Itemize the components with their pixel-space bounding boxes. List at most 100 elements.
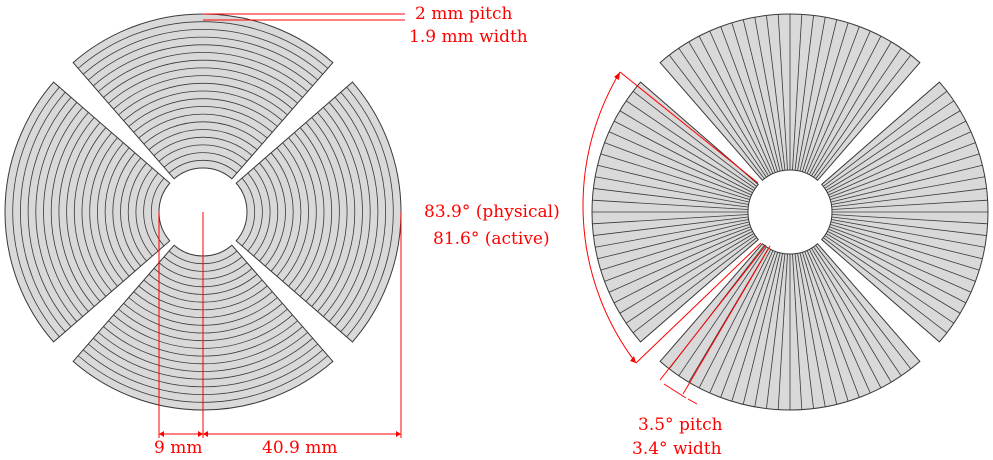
- radial-strip-boundary: [593, 216, 749, 236]
- radial-strip-boundary: [593, 188, 749, 208]
- arrowhead: [396, 431, 401, 437]
- radial-strip-boundary: [608, 131, 752, 196]
- ring-strip-boundary: [120, 157, 142, 267]
- radial-strip-boundary: [811, 41, 892, 177]
- radial-strip-boundary: [600, 153, 750, 201]
- width-label: 3.4° width: [632, 439, 722, 459]
- ring-strip-boundary: [123, 90, 283, 121]
- ring-strip-boundary: [12, 86, 60, 338]
- radial-strip-boundary: [831, 188, 987, 208]
- radial-strip-boundary: [595, 219, 749, 248]
- ring-strip-boundary: [328, 102, 371, 322]
- ring-strip-boundary: [98, 52, 308, 92]
- radial-strip-boundary: [592, 214, 749, 225]
- pitch-extension-line: [682, 245, 771, 395]
- ring-strip-boundary: [87, 36, 319, 81]
- radial-strip-boundary: [801, 22, 849, 172]
- radial-strip-boundary: [799, 19, 838, 172]
- ring-strip-boundary: [259, 162, 279, 262]
- ring-strip-boundary: [58, 117, 95, 307]
- ring-strip-boundary: [340, 91, 386, 333]
- radial-strip-boundary: [613, 120, 753, 194]
- ring-strip-boundary: [163, 152, 243, 168]
- radial-strip-boundary: [823, 90, 948, 187]
- radial-strip-boundary: [831, 214, 988, 225]
- active-angle-label: 81.6° (active): [433, 229, 550, 249]
- ring-strip-boundary: [50, 112, 89, 312]
- radial-strip-boundary: [825, 233, 961, 314]
- radial-strip-boundary: [720, 26, 776, 173]
- radial-strip-boundary: [831, 176, 985, 205]
- ring-sector: [72, 13, 334, 180]
- ring-strip-boundary: [128, 98, 278, 127]
- radial-strip-boundary: [600, 223, 750, 271]
- radial-strip-boundary: [827, 120, 967, 194]
- ring-strip-boundary: [282, 142, 309, 282]
- arrowhead: [159, 431, 164, 437]
- radial-strip-boundary: [597, 164, 750, 203]
- pitch-label: 2 mm pitch: [415, 4, 513, 24]
- ring-strip-boundary: [82, 29, 324, 75]
- radial-strip-boundary: [811, 247, 892, 383]
- radial-strip-boundary: [828, 131, 972, 196]
- ring-strip-boundary: [93, 44, 313, 87]
- pitch-label: 3.5° pitch: [638, 415, 723, 435]
- radial-strip-boundary: [698, 249, 772, 389]
- radial-strip-boundary: [777, 14, 788, 171]
- pitch-extension-line: [659, 244, 767, 381]
- radial-strip-boundary: [801, 252, 849, 402]
- radial-strip-boundary: [824, 100, 955, 189]
- ring-sector: [235, 81, 402, 343]
- ring-strip-boundary: [143, 121, 263, 145]
- radial-strip-boundary: [604, 226, 751, 282]
- radial-strip-boundary: [792, 253, 803, 410]
- radial-strip-boundary: [754, 17, 783, 171]
- radial-strip-boundary: [619, 110, 755, 191]
- radial-strip-boundary: [794, 15, 814, 171]
- radial-strip-boundary: [808, 35, 882, 175]
- ring-strip-boundary: [103, 59, 303, 98]
- ring-strip-boundary: [73, 127, 107, 297]
- ring-strip-boundary: [264, 157, 286, 267]
- arrowhead: [203, 431, 208, 437]
- pitch-dimension: [663, 383, 687, 399]
- ring-strip-boundary: [153, 136, 253, 156]
- arrowhead: [630, 356, 636, 363]
- ring-strip-boundary: [104, 147, 130, 277]
- radial-strip-boundary: [794, 253, 814, 409]
- radial-strip-boundary: [808, 249, 882, 389]
- ring-strip-boundary: [127, 162, 147, 262]
- ring-strip-boundary: [118, 82, 288, 116]
- ring-strip-boundary: [43, 107, 83, 317]
- radial-strip-boundary: [806, 250, 871, 394]
- radial-strip-boundary: [830, 221, 983, 260]
- radial-strip-boundary: [731, 252, 779, 402]
- radial-strip-boundary: [595, 176, 749, 205]
- radial-strip-boundary: [823, 237, 948, 334]
- radial-strip-boundary: [831, 219, 985, 248]
- radial-strip-boundary: [604, 142, 751, 198]
- radial-strip-boundary: [830, 223, 980, 271]
- radial-strip-boundary: [625, 235, 756, 324]
- radial-strip-boundary: [799, 252, 838, 405]
- radial-strip-boundary: [742, 252, 781, 405]
- ring-strip-boundary: [143, 172, 159, 252]
- radial-strip-boundary: [766, 253, 786, 409]
- ring-strip-boundary: [27, 96, 72, 328]
- ring-strip-boundary: [270, 152, 294, 272]
- ring-strip-boundary: [158, 144, 248, 162]
- ring-strip-boundary: [133, 106, 273, 133]
- radial-strip-boundary: [797, 17, 826, 171]
- ring-strip-boundary: [305, 122, 340, 302]
- radial-strip-boundary: [830, 164, 983, 203]
- radial-strip-boundary: [678, 246, 767, 377]
- ring-annotations: 2 mm pitch 1.9 mm width 9 mm 40.9 mm: [154, 4, 528, 458]
- radial-strip-boundary: [742, 19, 781, 172]
- radial-detector: 83.9° (physical) 81.6° (active) 3.5° pit…: [424, 13, 989, 459]
- radial-strip-boundary: [678, 47, 767, 178]
- ring-detector: 2 mm pitch 1.9 mm width 9 mm 40.9 mm: [4, 4, 528, 458]
- ring-strip-boundary: [66, 122, 101, 302]
- radial-strip-boundary: [830, 153, 980, 201]
- radial-strip-boundary: [668, 54, 765, 179]
- width-label: 1.9 mm width: [409, 27, 528, 47]
